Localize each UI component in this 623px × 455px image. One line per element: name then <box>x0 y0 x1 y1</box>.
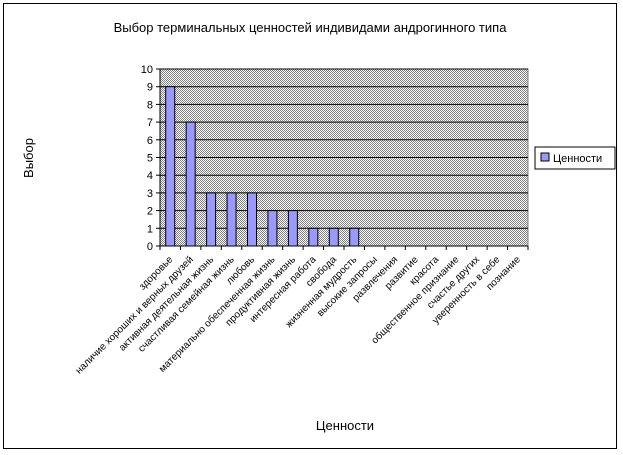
bar <box>328 227 339 247</box>
y-tick-label: 10 <box>141 64 153 76</box>
bar <box>206 192 217 247</box>
y-tick-label: 4 <box>147 170 153 182</box>
bar <box>226 192 237 247</box>
legend-label: Ценности <box>553 153 602 165</box>
bar <box>165 86 176 247</box>
bar <box>287 210 298 247</box>
bar <box>308 227 319 247</box>
legend-box <box>534 146 616 170</box>
x-axis-ticks <box>159 246 529 250</box>
gridlines <box>160 68 528 229</box>
y-tick-label: 7 <box>147 117 153 129</box>
y-tick-label: 3 <box>147 188 153 200</box>
legend-swatch <box>540 152 550 162</box>
bar <box>267 210 278 247</box>
y-tick-label: 6 <box>147 135 153 147</box>
bar <box>185 121 196 247</box>
y-tick-label: 9 <box>147 82 153 94</box>
y-axis-ticks: 0 1 2 3 4 5 6 7 8 9 10 <box>141 64 160 253</box>
bar <box>349 227 360 247</box>
bar <box>247 192 257 247</box>
y-tick-label: 5 <box>147 153 153 165</box>
y-tick-label: 0 <box>147 241 153 253</box>
y-tick-label: 1 <box>147 223 153 235</box>
chart-title: Выбор терминальных ценностей индивидами … <box>114 20 508 35</box>
y-tick-label: 2 <box>147 206 153 218</box>
y-tick-label: 8 <box>147 99 153 111</box>
y-axis-title: Выбор <box>21 138 36 178</box>
legend: Ценности <box>534 146 616 170</box>
x-axis-title: Ценности <box>316 418 374 433</box>
